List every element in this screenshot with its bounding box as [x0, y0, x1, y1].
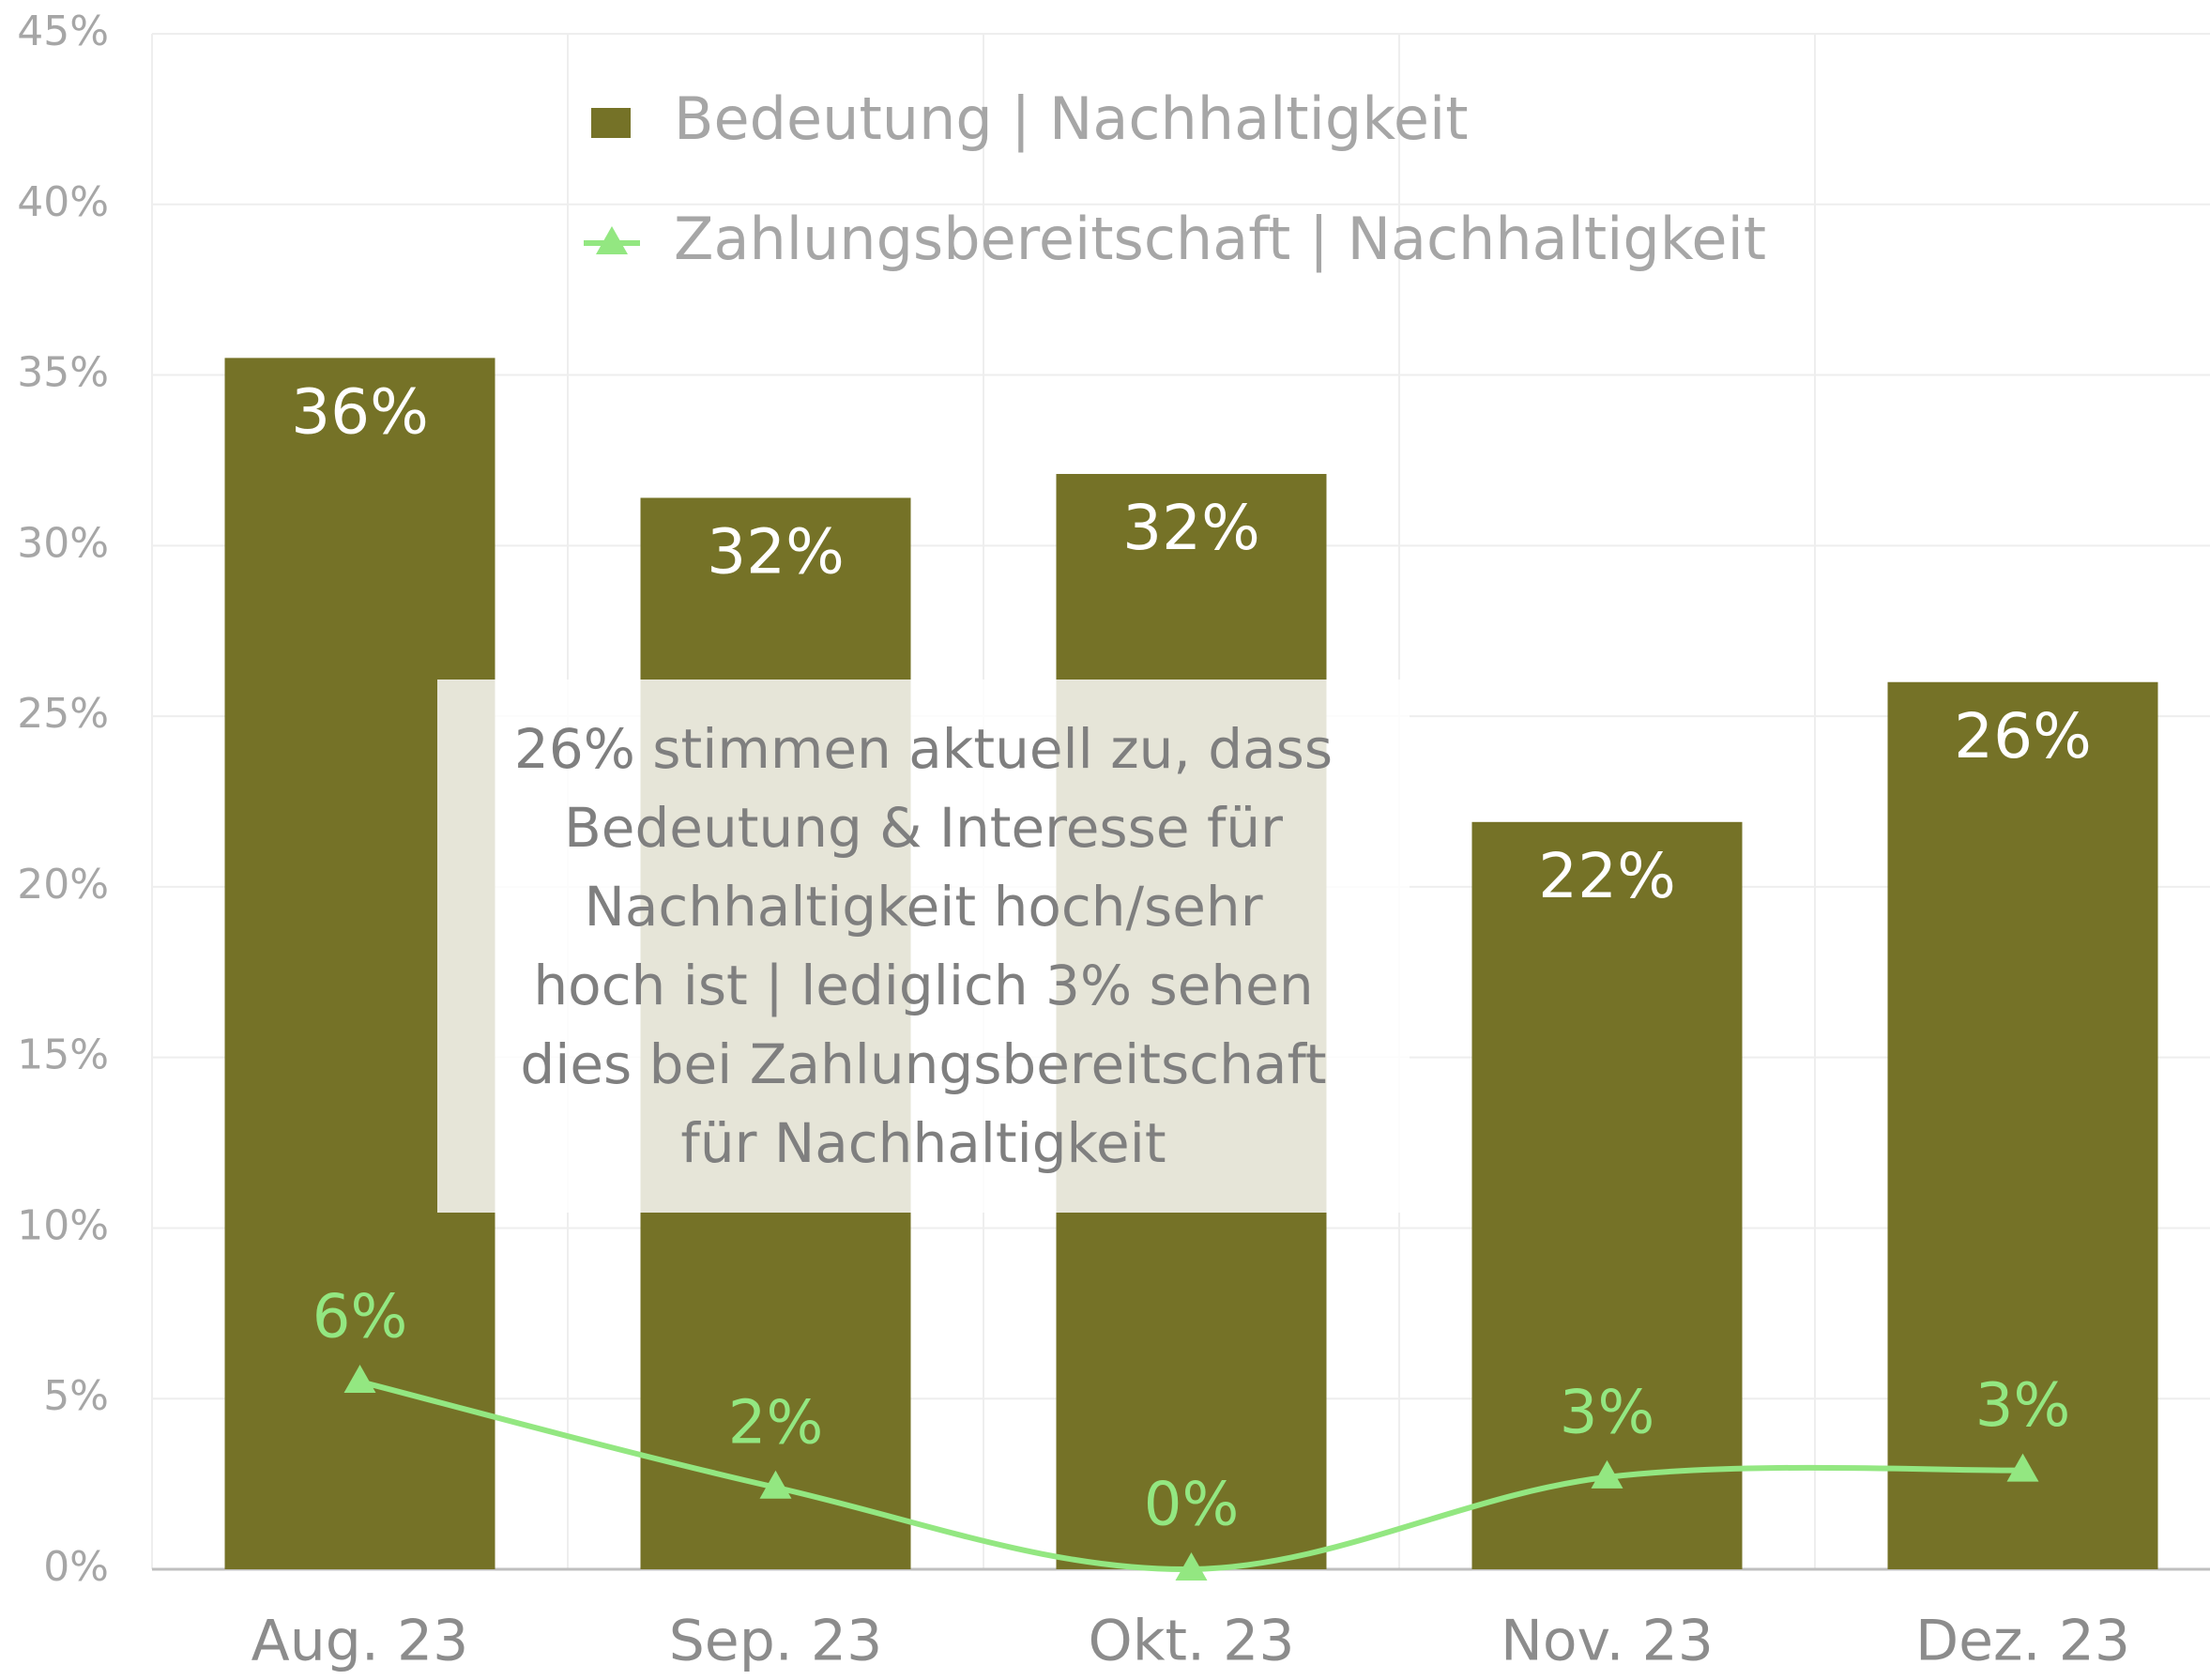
line-marker [759, 1470, 792, 1499]
x-tick-label: Nov. 23 [1501, 1609, 1714, 1674]
y-tick-label: 15% [17, 1031, 109, 1079]
annotation-text: Nachhaltigkeit hoch/sehr [584, 875, 1262, 939]
annotation-box [437, 680, 1410, 1213]
y-tick-label: 10% [17, 1201, 109, 1249]
annotation-text: für Nachhaltigkeit [680, 1111, 1166, 1175]
line-marker [2006, 1453, 2039, 1482]
legend-label: Bedeutung | Nachhaltigkeit [674, 84, 1469, 154]
y-tick-label: 25% [17, 690, 109, 738]
bar-value-label: 22% [1538, 840, 1676, 912]
annotation-text: hoch ist | lediglich 3% sehen [533, 954, 1313, 1017]
annotation-text: 26% stimmen aktuell zu, dass [514, 717, 1333, 781]
y-tick-label: 40% [17, 178, 109, 226]
bar [1887, 681, 2158, 1569]
x-tick-label: Dez. 23 [1915, 1609, 2130, 1674]
annotation-text: dies bei Zahlungsbereitschaft [520, 1032, 1326, 1096]
bar-value-label: 36% [291, 375, 429, 448]
line-value-label: 3% [1560, 1378, 1655, 1447]
line-marker [1175, 1552, 1208, 1581]
x-tick-label: Aug. 23 [251, 1609, 469, 1674]
bar [1471, 821, 1743, 1569]
legend-label: Zahlungsbereitschaft | Nachhaltigkeit [674, 205, 1766, 274]
y-tick-label: 45% [17, 8, 109, 55]
y-tick-label: 0% [43, 1543, 109, 1591]
line-value-label: 2% [728, 1388, 824, 1458]
x-tick-label: Sep. 23 [669, 1609, 883, 1674]
line-marker [343, 1365, 376, 1394]
bar-value-label: 32% [707, 515, 845, 588]
bar-value-label: 32% [1122, 492, 1260, 564]
y-tick-label: 35% [17, 349, 109, 397]
y-tick-label: 30% [17, 519, 109, 567]
legend-swatch [591, 108, 631, 138]
legend-swatch-marker [596, 226, 628, 254]
x-tick-label: Okt. 23 [1089, 1609, 1295, 1674]
line-value-label: 6% [312, 1283, 408, 1352]
bar-value-label: 26% [1954, 700, 2092, 772]
line-value-label: 3% [1975, 1371, 2071, 1441]
y-tick-label: 20% [17, 861, 109, 909]
line-marker [1591, 1459, 1623, 1489]
line-value-label: 0% [1144, 1471, 1240, 1540]
annotation-text: Bedeutung & Interesse für [564, 796, 1283, 860]
y-tick-label: 5% [43, 1372, 109, 1420]
